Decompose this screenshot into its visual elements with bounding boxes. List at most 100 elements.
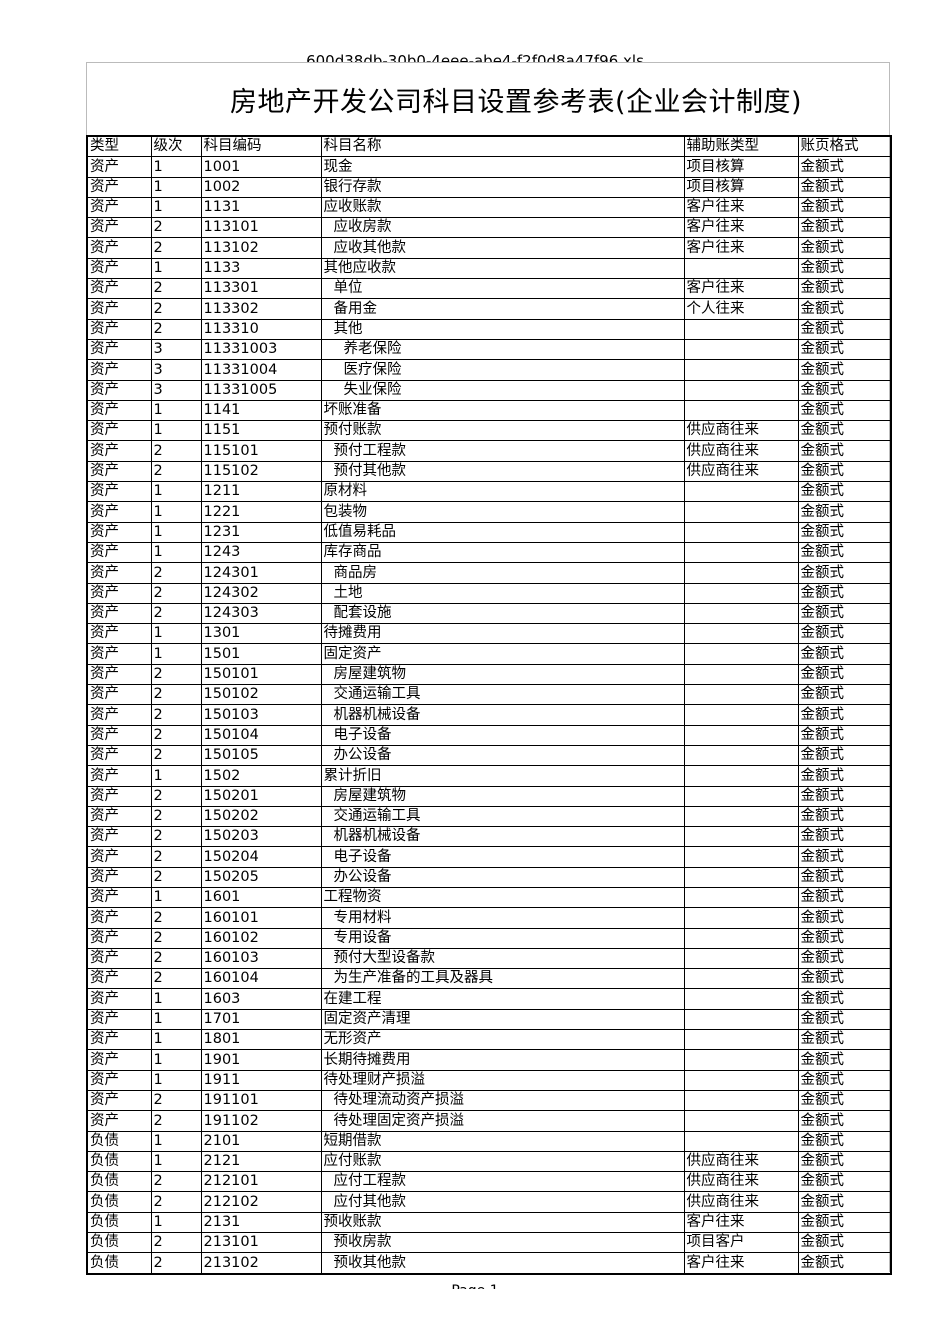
cell-name[interactable]: 电子设备 [320,724,685,746]
cell-name[interactable]: 为生产准备的工具及器具 [320,968,685,990]
cell-level[interactable]: 1 [150,765,202,787]
cell-aux-type[interactable]: 供应商往来 [683,1171,799,1193]
cell-format[interactable]: 金额式 [797,1130,892,1152]
cell-type[interactable]: 资产 [86,582,152,604]
cell-name[interactable]: 累计折旧 [320,765,685,787]
cell-name[interactable]: 应付其他款 [320,1191,685,1213]
cell-aux-type[interactable] [683,1089,799,1112]
cell-code[interactable]: 11331005 [200,379,322,401]
cell-code[interactable]: 212101 [200,1171,322,1193]
cell-code[interactable]: 1231 [200,521,322,543]
cell-type[interactable]: 资产 [86,1089,152,1112]
cell-level[interactable]: 1 [150,420,202,442]
cell-code[interactable]: 160102 [200,927,322,949]
cell-code[interactable]: 115102 [200,460,322,483]
cell-name[interactable]: 预付大型设备款 [320,947,685,970]
cell-type[interactable]: 资产 [86,379,152,401]
cell-aux-type[interactable]: 项目核算 [683,156,799,178]
cell-level[interactable]: 2 [150,927,202,949]
cell-code[interactable]: 115101 [200,440,322,462]
cell-format[interactable]: 金额式 [797,886,892,909]
cell-level[interactable]: 2 [150,826,202,848]
cell-type[interactable]: 资产 [86,704,152,726]
cell-level[interactable]: 2 [150,866,202,888]
cell-code[interactable]: 1002 [200,176,322,198]
cell-name[interactable]: 固定资产 [320,643,685,665]
cell-type[interactable]: 资产 [86,156,152,178]
cell-level[interactable]: 2 [150,1252,202,1275]
cell-name[interactable]: 机器机械设备 [320,704,685,726]
cell-code[interactable]: 2101 [200,1130,322,1152]
cell-code[interactable]: 2131 [200,1211,322,1234]
cell-format[interactable]: 金额式 [797,704,892,726]
cell-format[interactable]: 金额式 [797,217,892,239]
cell-code[interactable]: 1502 [200,765,322,787]
cell-type[interactable]: 资产 [86,663,152,686]
cell-code[interactable]: 113101 [200,217,322,239]
cell-format[interactable]: 金额式 [797,481,892,503]
cell-level[interactable]: 2 [150,947,202,970]
cell-level[interactable]: 1 [150,1130,202,1152]
cell-level[interactable]: 2 [150,1232,202,1254]
cell-type[interactable]: 资产 [86,826,152,848]
cell-code[interactable]: 11331004 [200,359,322,381]
cell-name[interactable]: 医疗保险 [320,359,685,381]
cell-format[interactable]: 金额式 [797,968,892,990]
cell-aux-type[interactable] [683,724,799,746]
cell-format[interactable]: 金额式 [797,744,892,767]
cell-code[interactable]: 1151 [200,420,322,442]
cell-type[interactable]: 资产 [86,1008,152,1031]
cell-type[interactable]: 资产 [86,805,152,828]
cell-level[interactable]: 1 [150,541,202,564]
cell-name[interactable]: 现金 [320,156,685,178]
cell-format[interactable]: 金额式 [797,176,892,198]
cell-type[interactable]: 资产 [86,481,152,503]
cell-level[interactable]: 1 [150,257,202,280]
cell-name[interactable]: 办公设备 [320,744,685,767]
cell-format[interactable]: 金额式 [797,684,892,706]
cell-format[interactable]: 金额式 [797,1211,892,1234]
cell-format[interactable]: 金额式 [797,1171,892,1193]
cell-format[interactable]: 金额式 [797,196,892,219]
cell-type[interactable]: 资产 [86,521,152,543]
cell-format[interactable]: 金额式 [797,1069,892,1091]
cell-code[interactable]: 1601 [200,886,322,909]
cell-level[interactable]: 2 [150,298,202,320]
cell-aux-type[interactable] [683,968,799,990]
cell-code[interactable]: 124303 [200,602,322,625]
cell-aux-type[interactable]: 供应商往来 [683,420,799,442]
cell-name[interactable]: 养老保险 [320,338,685,361]
cell-name[interactable]: 应付工程款 [320,1171,685,1193]
cell-code[interactable]: 1133 [200,257,322,280]
cell-aux-type[interactable]: 供应商往来 [683,1150,799,1173]
cell-code[interactable]: 150104 [200,724,322,746]
cell-code[interactable]: 1911 [200,1069,322,1091]
cell-code[interactable]: 1801 [200,1029,322,1051]
cell-code[interactable]: 1501 [200,643,322,665]
cell-code[interactable]: 160104 [200,968,322,990]
cell-level[interactable]: 1 [150,1049,202,1071]
cell-type[interactable]: 资产 [86,440,152,462]
cell-format[interactable]: 金额式 [797,785,892,807]
cell-level[interactable]: 2 [150,785,202,807]
cell-level[interactable]: 2 [150,318,202,340]
cell-level[interactable]: 3 [150,379,202,401]
cell-type[interactable]: 负债 [86,1130,152,1152]
cell-format[interactable]: 金额式 [797,278,892,300]
cell-code[interactable]: 191101 [200,1089,322,1112]
cell-aux-type[interactable] [683,684,799,706]
cell-format[interactable]: 金额式 [797,1252,892,1275]
cell-type[interactable]: 资产 [86,724,152,746]
cell-code[interactable]: 11331003 [200,338,322,361]
cell-aux-type[interactable] [683,1049,799,1071]
cell-aux-type[interactable] [683,826,799,848]
cell-level[interactable]: 1 [150,176,202,198]
cell-format[interactable]: 金额式 [797,623,892,645]
cell-aux-type[interactable] [683,399,799,422]
cell-type[interactable]: 资产 [86,886,152,909]
cell-level[interactable]: 2 [150,460,202,483]
cell-format[interactable]: 金额式 [797,257,892,280]
cell-name[interactable]: 应收其他款 [320,237,685,259]
cell-type[interactable]: 负债 [86,1171,152,1193]
cell-format[interactable]: 金额式 [797,663,892,686]
